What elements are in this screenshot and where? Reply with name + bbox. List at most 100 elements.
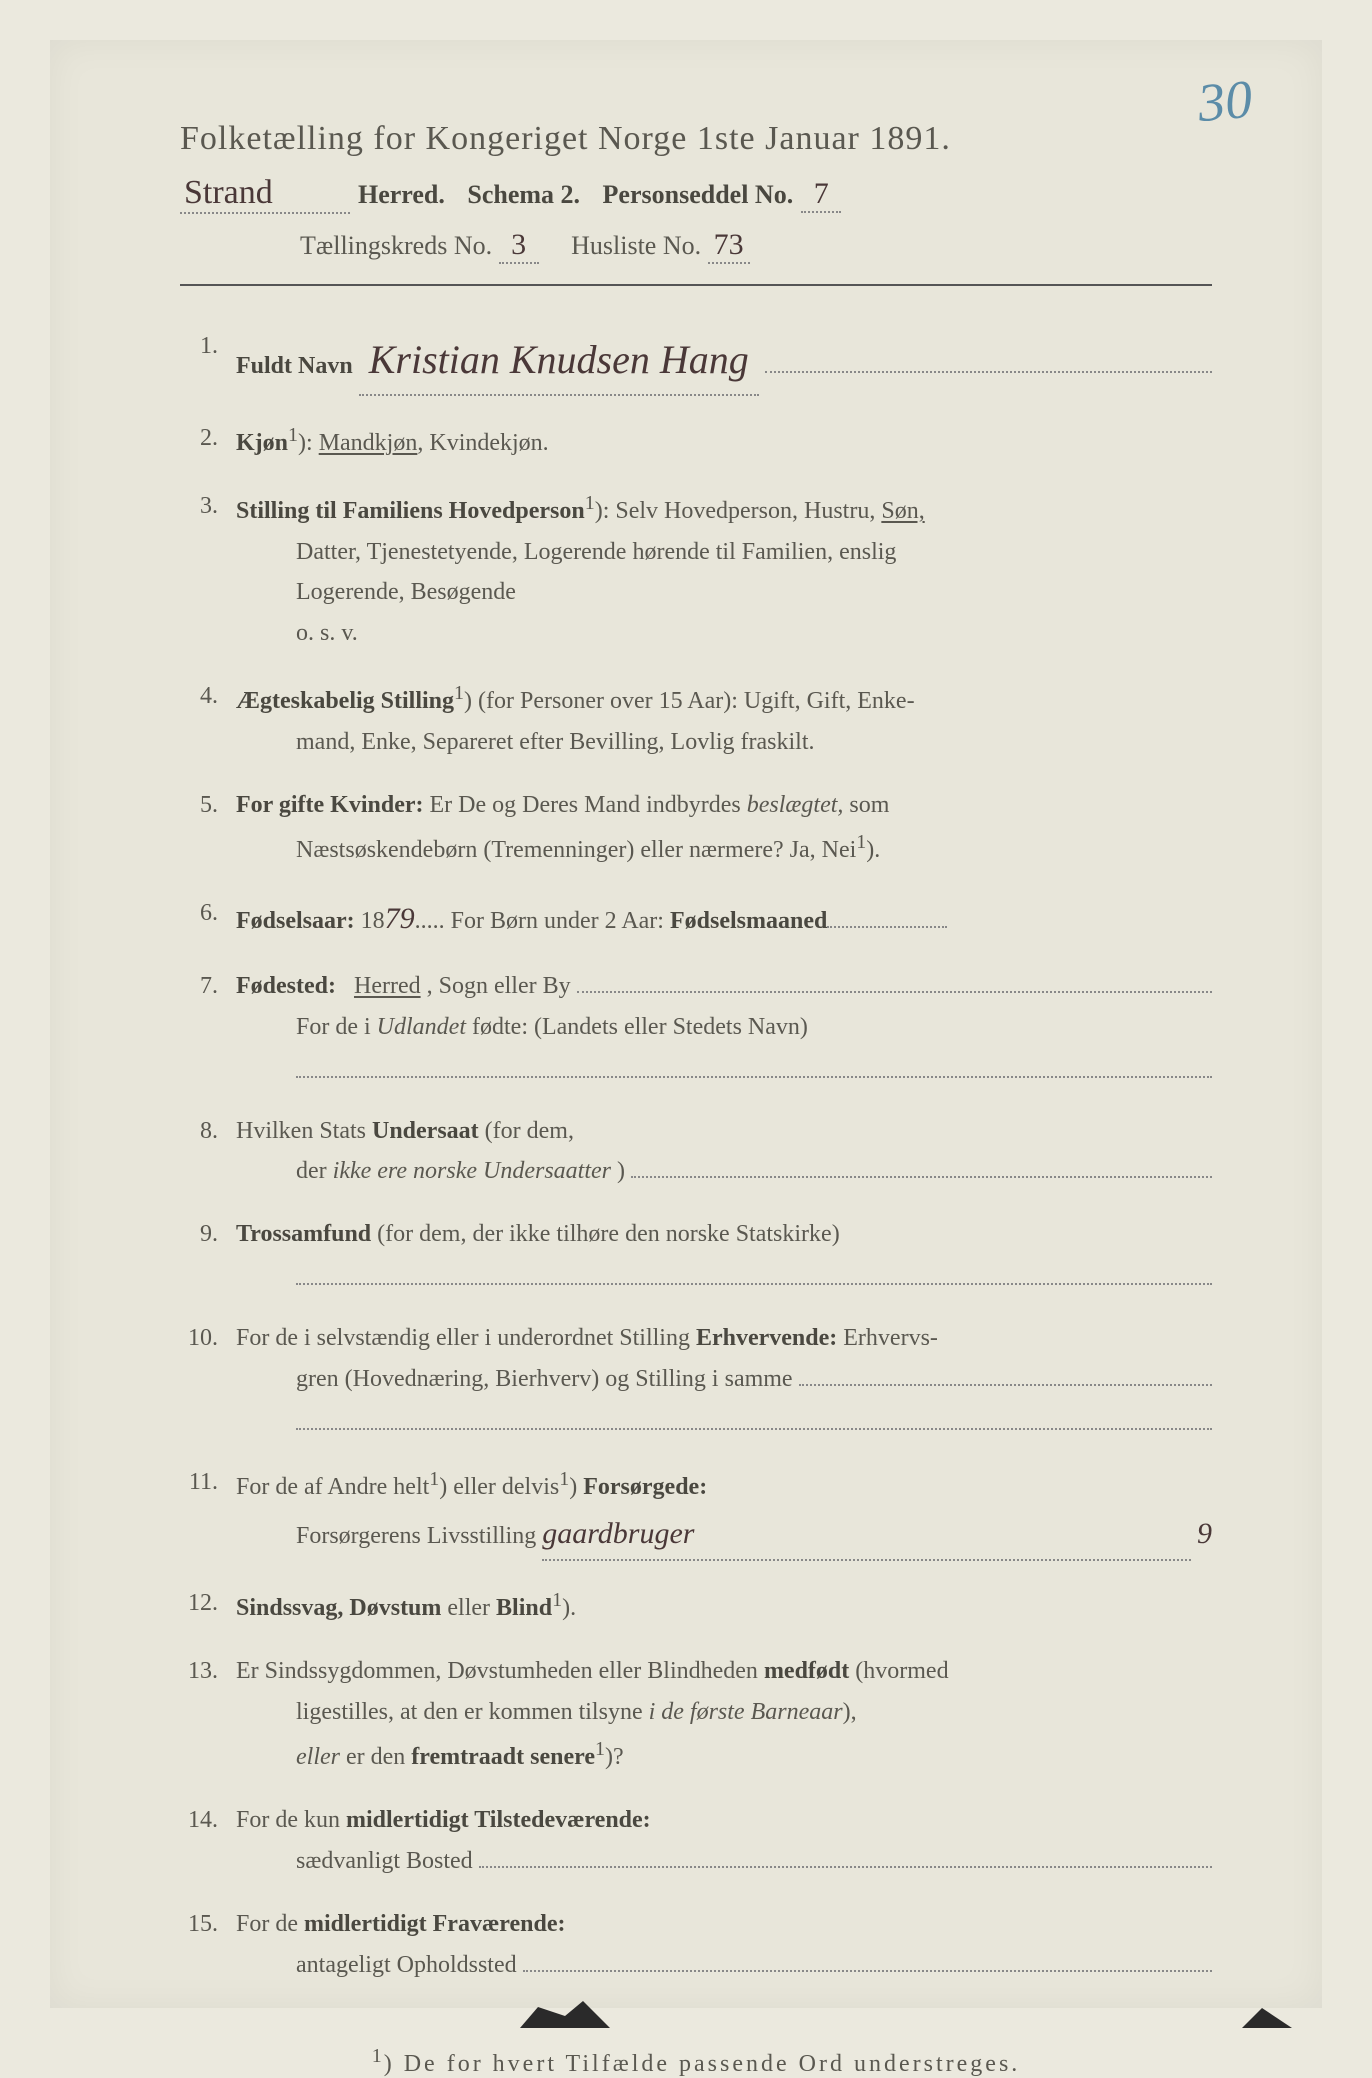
text: For de i selvstændig eller i underordnet… [236, 1325, 696, 1351]
birth-year-handwritten: 79 [385, 893, 415, 944]
selected-option: Mandkjøn [319, 430, 418, 456]
item-body: Fuldt Navn Kristian Knudsen Hang [236, 326, 1212, 396]
header-line-3: Tællingskreds No. 3 Husliste No. 73 [180, 228, 1212, 264]
item-body: Er Sindssygdommen, Døvstumheden eller Bl… [236, 1651, 1212, 1778]
suffix-handwritten: 9 [1197, 1508, 1212, 1559]
item-number: 13. [180, 1651, 236, 1778]
text: ), [843, 1699, 857, 1725]
item-body: Fødested: Herred, Sogn eller By For de i… [236, 966, 1212, 1088]
dotted-fill [577, 975, 1212, 993]
text: )? [605, 1744, 624, 1770]
item-body: Hvilken Stats Undersaat (for dem, der ik… [236, 1111, 1212, 1193]
field-label: Fuldt Navn [236, 346, 353, 387]
text: For de [236, 1911, 304, 1937]
text: Næstsøskendebørn (Tremenninger) eller næ… [296, 837, 856, 863]
field-label: Fødested: [236, 966, 336, 1007]
corner-page-number: 30 [1195, 68, 1254, 134]
item-body: For de kun midlertidigt Tilstedeværende:… [236, 1800, 1212, 1882]
livsstilling-handwritten: gaardbruger [542, 1508, 1191, 1561]
text: Er Sindssygdommen, Døvstumheden eller Bl… [236, 1658, 764, 1684]
item-10: 10. For de i selvstændig eller i underor… [180, 1318, 1212, 1440]
text: Er De og Deres Mand indbyrdes [424, 792, 747, 818]
item-6: 6. Fødselsaar: 1879..... For Børn under … [180, 893, 1212, 944]
item-2: 2. Kjøn1): Mandkjøn, Kvindekjøn. [180, 418, 1212, 464]
item-12: 12. Sindssvag, Døvstum eller Blind1). [180, 1583, 1212, 1629]
text: Hvilken Stats [236, 1118, 372, 1144]
text: For de af Andre helt [236, 1474, 429, 1500]
item-number: 5. [180, 785, 236, 872]
footnote-text: ) De for hvert Tilfælde passende Ord und… [384, 2051, 1021, 2077]
footnote: 1) De for hvert Tilfælde passende Ord un… [180, 2045, 1212, 2078]
continuation-line: For de i Udlandet fødte: (Landets eller … [236, 1007, 1212, 1048]
text: ): Selv Hovedperson, Hustru, [595, 498, 882, 524]
item-number: 9. [180, 1214, 236, 1296]
item-15: 15. For de midlertidigt Fraværende: anta… [180, 1904, 1212, 1986]
item-3: 3. Stilling til Familiens Hovedperson1):… [180, 486, 1212, 654]
selected-option: Søn, [881, 498, 924, 524]
item-1: 1. Fuldt Navn Kristian Knudsen Hang [180, 326, 1212, 396]
footnote-ref: 1 [454, 682, 464, 704]
schema-label: Schema 2. [467, 180, 580, 210]
item-11: 11. For de af Andre helt1) eller delvis1… [180, 1462, 1212, 1561]
bold-text: Sindssvag, Døvstum [236, 1595, 441, 1621]
header-divider [180, 284, 1212, 286]
item-9: 9. Trossamfund (for dem, der ikke tilhør… [180, 1214, 1212, 1296]
text: ) [617, 1151, 625, 1192]
italic-text: Udlandet [377, 1014, 466, 1040]
item-body: Ægteskabelig Stilling1) (for Personer ov… [236, 676, 1212, 763]
bold-text: midlertidigt Fraværende: [304, 1911, 566, 1937]
dotted-fill [523, 1954, 1212, 1972]
item-number: 3. [180, 486, 236, 654]
name-handwritten: Kristian Knudsen Hang [359, 326, 759, 396]
text: For de i [296, 1014, 377, 1040]
census-form-page: 30 Folketælling for Kongeriget Norge 1st… [50, 40, 1322, 2008]
continuation-line: Forsørgerens Livsstilling gaardbruger 9 [236, 1508, 1212, 1561]
text: som [843, 792, 889, 818]
dotted-fill [479, 1850, 1212, 1868]
text: eller [441, 1595, 496, 1621]
continuation-line: Logerende, Besøgende [236, 572, 1212, 613]
item-body: Sindssvag, Døvstum eller Blind1). [236, 1583, 1212, 1629]
bold-text: Trossamfund [236, 1221, 371, 1247]
text: ligestilles, at den er kommen tilsyne [296, 1699, 649, 1725]
text: Forsørgerens Livsstilling [296, 1516, 536, 1557]
continuation-line: ligestilles, at den er kommen tilsyne i … [236, 1692, 1212, 1733]
item-number: 11. [180, 1462, 236, 1561]
dotted-blank-line [236, 1399, 1212, 1440]
continuation-line: gren (Hovednæring, Bierhverv) og Stillin… [236, 1359, 1212, 1400]
text: Erhvervs- [837, 1325, 938, 1351]
item-number: 15. [180, 1904, 236, 1986]
continuation-line: sædvanligt Bosted [236, 1841, 1212, 1882]
item-5: 5. For gifte Kvinder: Er De og Deres Man… [180, 785, 1212, 872]
bold-text: Fødselsmaaned [670, 908, 827, 934]
item-number: 2. [180, 418, 236, 464]
tellingskreds-number: 3 [499, 228, 539, 264]
text: ). [866, 837, 880, 863]
italic-text: ikke ere norske Undersaatter [333, 1151, 611, 1192]
bold-text: Undersaat [372, 1118, 479, 1144]
main-title: Folketælling for Kongeriget Norge 1ste J… [180, 120, 1212, 158]
item-7: 7. Fødested: Herred, Sogn eller By For d… [180, 966, 1212, 1088]
italic-text: i de første Barneaar [649, 1699, 843, 1725]
personseddel-label: Personseddel No. [603, 180, 794, 210]
item-14: 14. For de kun midlertidigt Tilstedevære… [180, 1800, 1212, 1882]
text: antageligt Opholdssted [296, 1945, 517, 1986]
text: ) [569, 1474, 583, 1500]
field-label: Kjøn [236, 430, 288, 456]
form-header: Folketælling for Kongeriget Norge 1ste J… [180, 120, 1212, 286]
personseddel-number: 7 [801, 177, 841, 213]
footnote-ref: 1 [552, 1589, 562, 1611]
text: ) eller delvis [439, 1474, 559, 1500]
continuation-line: der ikke ere norske Undersaatter) [236, 1151, 1212, 1192]
husliste-number: 73 [708, 228, 750, 264]
item-body: For gifte Kvinder: Er De og Deres Mand i… [236, 785, 1212, 872]
dotted-fill [765, 355, 1212, 373]
continuation-line: mand, Enke, Separeret efter Bevilling, L… [236, 722, 1212, 763]
item-body: For de midlertidigt Fraværende: antageli… [236, 1904, 1212, 1986]
continuation-line: Næstsøskendebørn (Tremenninger) eller næ… [236, 825, 1212, 871]
item-body: For de af Andre helt1) eller delvis1) Fo… [236, 1462, 1212, 1561]
text: ): [298, 430, 319, 456]
item-number: 14. [180, 1800, 236, 1882]
bold-text: fremtraadt senere [411, 1744, 595, 1770]
header-line-2: Strand Herred. Schema 2. Personseddel No… [180, 174, 1212, 214]
